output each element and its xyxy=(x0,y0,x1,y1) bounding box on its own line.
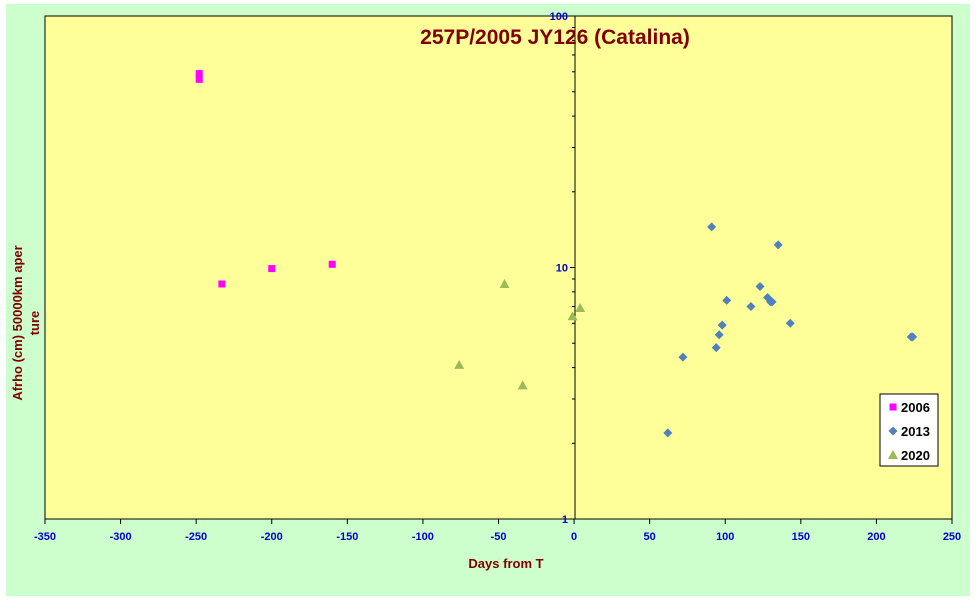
data-point-2006 xyxy=(328,260,336,268)
data-point-2020 xyxy=(517,380,528,390)
y-tick-label: 10 xyxy=(556,263,568,275)
data-point-2020 xyxy=(454,359,465,369)
data-point-2006 xyxy=(268,265,276,273)
x-tick-label: 250 xyxy=(943,531,961,543)
data-point-2013 xyxy=(717,320,727,330)
data-point-2013 xyxy=(711,343,721,353)
data-point-2013 xyxy=(908,332,918,342)
data-point-2013 xyxy=(755,282,765,292)
data-point-2013 xyxy=(678,352,688,362)
x-tick-label: 200 xyxy=(867,531,885,543)
data-point-2013 xyxy=(663,428,673,438)
y-axis-title: Afrho (cm) 50000km aper ture xyxy=(10,245,42,400)
x-tick-label: -200 xyxy=(261,531,283,543)
data-point-2013 xyxy=(785,318,795,328)
data-point-2006 xyxy=(218,280,226,288)
x-tick-label: -100 xyxy=(412,531,434,543)
y-axis-title-line-1: Afrho (cm) 50000km aper xyxy=(10,245,25,400)
x-tick-label: -250 xyxy=(185,531,207,543)
data-point-2013 xyxy=(722,295,732,305)
legend-label-2013: 2013 xyxy=(901,424,930,439)
data-point-2013 xyxy=(773,240,783,250)
x-tick-label: 100 xyxy=(716,531,734,543)
legend-marker-2006 xyxy=(889,403,897,411)
legend-marker-2013 xyxy=(888,426,898,436)
data-points xyxy=(195,70,918,438)
plot-area xyxy=(44,15,953,520)
data-point-2020 xyxy=(575,303,586,313)
data-point-2013 xyxy=(707,222,717,232)
legend: 2006 2013 2020 xyxy=(879,393,939,467)
chart-title: 257P/2005 JY126 (Catalina) xyxy=(420,26,690,49)
legend-label-2020: 2020 xyxy=(901,448,930,463)
x-tick-label: -300 xyxy=(110,531,132,543)
y-axis-title-line-2: ture xyxy=(27,311,42,336)
x-tick-label: -150 xyxy=(336,531,358,543)
data-point-2006 xyxy=(195,70,203,78)
data-point-2013 xyxy=(714,330,724,340)
data-point-2013 xyxy=(746,301,756,311)
x-tick-label: 50 xyxy=(644,531,656,543)
y-tick-label: 1 xyxy=(562,514,568,526)
x-tick-label: -350 xyxy=(34,531,56,543)
data-point-2020 xyxy=(499,278,510,288)
legend-marker-2020 xyxy=(888,450,898,459)
y-tick-label: 100 xyxy=(550,11,568,23)
series-2013 xyxy=(663,222,918,438)
x-tick-label: 0 xyxy=(571,531,577,543)
legend-label-2006: 2006 xyxy=(901,400,930,415)
x-tick-label: -50 xyxy=(491,531,507,543)
series-2006 xyxy=(195,70,336,288)
data-point-2013 xyxy=(767,297,777,307)
data-point-2020 xyxy=(567,311,578,321)
x-tick-label: 150 xyxy=(792,531,810,543)
axes: -350 -300 -250 -200 -150 -100 -50 0 50 100 150 200 2… xyxy=(34,11,961,543)
series-2020 xyxy=(454,278,586,390)
x-axis-title: Days from T xyxy=(468,556,543,571)
data-point-2006 xyxy=(195,75,203,83)
